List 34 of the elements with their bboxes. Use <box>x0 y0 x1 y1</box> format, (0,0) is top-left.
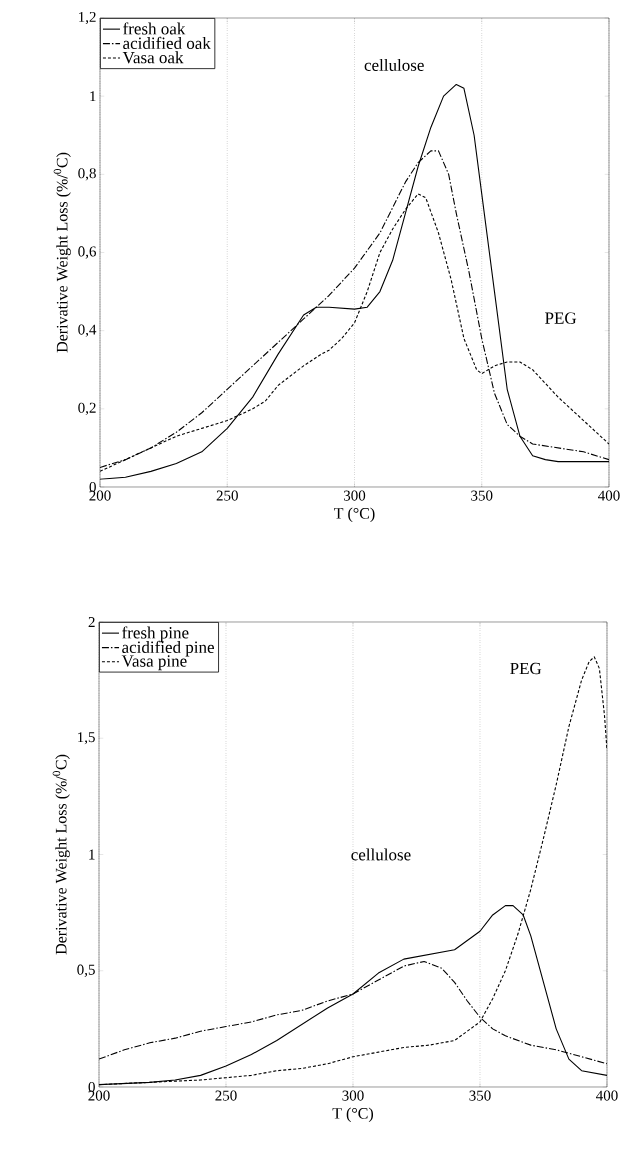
x-tick-label: 350 <box>471 490 493 501</box>
legend-label: fresh oak <box>123 22 186 35</box>
annotation: PEG <box>510 662 542 675</box>
x-tick-label: 350 <box>469 1090 491 1101</box>
y-tick-label: 1 <box>89 849 95 860</box>
y-axis-title: Derivative Weight Loss (%/$^{0}$C) <box>53 152 71 353</box>
annotation: PEG <box>545 312 577 324</box>
legend-label: acidified oak <box>123 36 211 50</box>
x-tick-label: 400 <box>598 490 620 501</box>
x-tick-label: 300 <box>343 490 366 501</box>
y-tick-label: 0 <box>89 481 96 493</box>
x-tick-label: 250 <box>216 490 238 501</box>
y-tick-label: 0 <box>88 1081 95 1093</box>
y-tick-label: 0,5 <box>77 964 95 977</box>
x-tick-label: 200 <box>89 490 111 501</box>
x-tick-label: 200 <box>88 1090 110 1101</box>
x-tick-label: 300 <box>342 1090 364 1101</box>
y-tick-label: 0,4 <box>78 324 97 337</box>
x-tick-label: 250 <box>215 1090 237 1101</box>
y-tick-label: 1 <box>90 91 96 102</box>
y-tick-label: 0,8 <box>78 168 96 181</box>
y-tick-label: 1,5 <box>78 732 95 745</box>
legend-label: Vasa pine <box>121 655 187 671</box>
annotation: cellulose <box>364 58 424 71</box>
x-tick-label: 400 <box>596 1090 618 1101</box>
y-tick-label: 1,2 <box>79 11 96 25</box>
x-axis-title: T (°C) <box>334 507 375 523</box>
x-axis-title: T (°C) <box>332 1107 374 1123</box>
legend-label: Vasa oak <box>122 51 184 64</box>
y-axis-title: Derivative Weight Loss (%/$^{0}$C) <box>52 754 70 955</box>
y-tick-label: 2 <box>88 617 95 627</box>
y-tick-label: 0,6 <box>78 246 97 259</box>
y-tick-label: 0,2 <box>78 402 96 415</box>
annotation: cellulose <box>351 848 411 861</box>
